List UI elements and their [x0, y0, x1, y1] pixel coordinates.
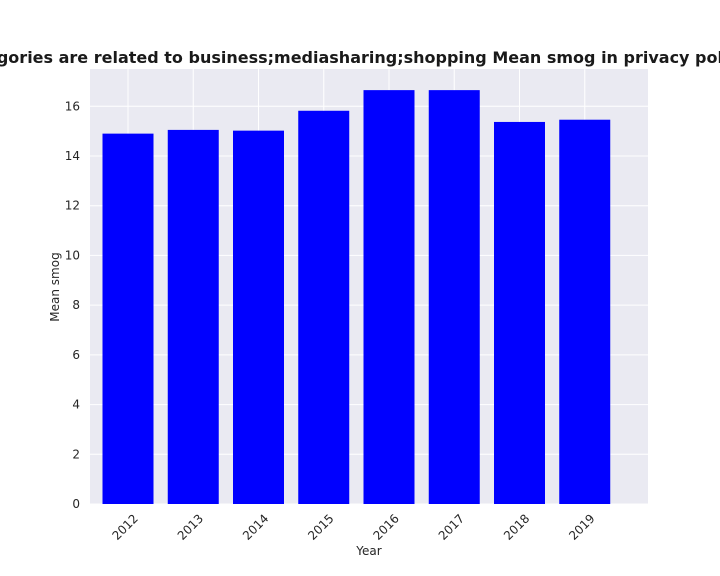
chart-title: When categories are related to business;… [0, 48, 720, 67]
y-tick-label: 6 [72, 348, 80, 362]
y-tick-labels: 0 2 4 6 8 10 12 14 16 [65, 99, 80, 511]
y-tick-label: 8 [72, 298, 80, 312]
x-tick-label: 2015 [305, 511, 336, 542]
y-tick-label: 2 [72, 447, 80, 461]
y-tick-label: 12 [65, 199, 80, 213]
bar-2019 [559, 119, 611, 505]
bar-2014 [233, 130, 284, 504]
bar-2013 [167, 129, 219, 504]
x-tick-label: 2014 [240, 511, 271, 542]
x-tick-label: 2018 [501, 511, 532, 542]
x-tick-label: 2019 [566, 511, 597, 542]
bar-2017 [428, 90, 480, 504]
y-axis-label: Mean smog [48, 252, 62, 321]
x-tick-label: 2017 [436, 511, 467, 542]
y-tick-label: 0 [72, 497, 80, 511]
bars [102, 90, 611, 505]
y-tick-label: 4 [72, 398, 80, 412]
y-tick-label: 14 [65, 149, 80, 163]
x-tick-label: 2016 [370, 511, 401, 542]
y-tick-label: 10 [65, 248, 80, 262]
bar-2016 [363, 90, 415, 504]
x-axis-label: Year [355, 544, 381, 558]
x-tick-label: 2013 [175, 511, 206, 542]
x-tick-labels: 2012 2013 2014 2015 2016 2017 2018 2019 [109, 511, 597, 542]
bar-2015 [298, 110, 350, 504]
x-tick-label: 2012 [109, 511, 140, 542]
bar-2018 [494, 121, 545, 505]
y-tick-label: 16 [65, 99, 80, 113]
bar-2012 [102, 133, 154, 504]
